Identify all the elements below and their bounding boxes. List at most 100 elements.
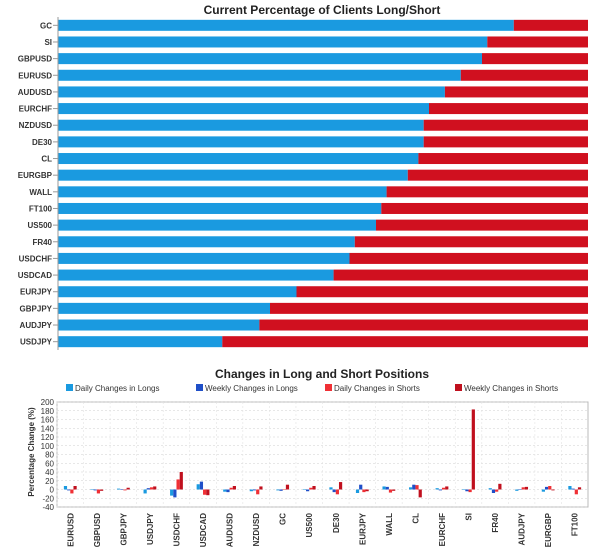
change-bar-eurjpy-1 <box>355 489 360 493</box>
change-bar-gbpjpy-4 <box>126 487 130 490</box>
change-bar-us500-3 <box>309 487 313 490</box>
category-label-si: SI <box>44 38 52 47</box>
x-category-label-de30: DE30 <box>332 512 341 533</box>
change-bar-de30-2 <box>332 489 336 493</box>
category-label-eurusd: EURUSD <box>18 71 52 80</box>
bar-long-eurusd <box>58 69 461 81</box>
y-tick-label: -40 <box>42 503 54 512</box>
change-bar-gbpusd-3 <box>96 489 101 494</box>
change-bar-eurgbp-4 <box>551 489 555 491</box>
change-bar-wall-3 <box>388 489 393 493</box>
bar-long-usdjpy <box>58 336 223 348</box>
category-label-gbpusd: GBPUSD <box>18 55 52 64</box>
bar-long-usdchf <box>58 252 350 264</box>
change-bar-ft100-4 <box>577 487 582 490</box>
bar-short-gbpjpy <box>270 302 588 314</box>
bar-long-eurgbp <box>58 169 408 181</box>
x-category-label-usdcad: USDCAD <box>199 513 208 547</box>
category-label-gc: GC <box>40 21 52 30</box>
change-bar-gc-4 <box>285 484 290 490</box>
x-category-label-us500: US500 <box>305 512 314 537</box>
change-bar-usdcad-3 <box>203 489 207 495</box>
change-bar-wall-4 <box>392 489 396 491</box>
bar-short-de30 <box>423 136 588 148</box>
change-bar-nzdusd-4 <box>259 486 263 490</box>
change-bar-audjpy-1 <box>515 489 519 491</box>
y-axis-label: Percentage Change (%) <box>27 407 36 497</box>
change-bar-gbpjpy-1 <box>116 488 121 490</box>
change-bar-audusd-3 <box>229 487 233 490</box>
category-label-usdjpy: USDJPY <box>20 338 53 347</box>
bar-long-gbpjpy <box>58 302 270 314</box>
y-tick-label: 100 <box>41 442 55 451</box>
y-tick-label: 160 <box>41 416 55 425</box>
bar-long-audusd <box>58 86 445 98</box>
change-bar-usdchf-1 <box>170 489 174 496</box>
bar-long-eurjpy <box>58 286 297 298</box>
x-category-label-usdjpy: USDJPY <box>146 512 155 545</box>
category-label-usdcad: USDCAD <box>18 271 52 280</box>
category-label-gbpjpy: GBPJPY <box>20 304 53 313</box>
x-category-label-wall: WALL <box>385 513 394 536</box>
bar-long-eurchf <box>58 103 429 115</box>
bar-short-ft100 <box>381 202 588 214</box>
legend-swatch-4 <box>455 384 462 391</box>
change-bar-si-1 <box>462 489 466 490</box>
change-bar-eurjpy-3 <box>362 489 366 493</box>
bar-short-fr40 <box>354 236 588 248</box>
category-label-fr40: FR40 <box>32 238 52 247</box>
change-bar-eurchf-3 <box>441 487 446 490</box>
bar-long-gc <box>58 19 514 31</box>
y-tick-label: 40 <box>45 468 54 477</box>
change-bar-eurchf-2 <box>438 489 442 491</box>
bar-short-wall <box>386 186 588 198</box>
bar-short-us500 <box>376 219 588 231</box>
change-bar-cl-1 <box>409 487 413 490</box>
change-bar-nzdusd-2 <box>252 489 257 491</box>
change-bar-usdchf-4 <box>179 472 183 490</box>
x-category-label-nzdusd: NZDUSD <box>252 513 261 547</box>
change-bar-eurchf-4 <box>445 486 449 490</box>
bar-long-cl <box>58 153 419 165</box>
bar-long-de30 <box>58 136 424 148</box>
change-bar-usdjpy-3 <box>149 487 154 490</box>
change-bar-eurgbp-2 <box>544 486 549 490</box>
y-tick-label: -20 <box>42 494 54 503</box>
change-bar-audjpy-3 <box>521 487 525 490</box>
bar-long-us500 <box>58 219 376 231</box>
change-bar-si-3 <box>468 489 472 493</box>
bar-short-eurjpy <box>296 286 588 298</box>
bar-short-gbpusd <box>482 53 588 65</box>
change-bar-de30-3 <box>335 489 339 495</box>
bottom-chart-legend: Daily Changes in Longs Weekly Changes in … <box>66 384 558 393</box>
change-bar-gbpjpy-2 <box>120 489 124 490</box>
change-bar-cl-4 <box>418 489 422 498</box>
bar-long-nzdusd <box>58 119 424 131</box>
change-bar-usdjpy-1 <box>143 489 147 494</box>
change-bar-eurchf-1 <box>435 488 439 490</box>
change-bar-wall-1 <box>382 486 386 490</box>
x-category-label-si: SI <box>465 513 474 521</box>
category-label-cl: CL <box>41 155 52 164</box>
x-category-label-eurgbp: EURGBP <box>544 512 553 547</box>
y-tick-label: 60 <box>45 459 54 468</box>
change-bar-eurusd-2 <box>67 489 71 491</box>
bar-long-wall <box>58 186 387 198</box>
x-category-label-audjpy: AUDJPY <box>518 512 527 545</box>
change-bar-gbpusd-1 <box>90 489 94 490</box>
bar-long-audjpy <box>58 319 260 331</box>
bar-long-fr40 <box>58 236 355 248</box>
legend-swatch-2 <box>196 384 203 391</box>
y-tick-label: 140 <box>41 424 55 433</box>
bar-short-usdcad <box>333 269 588 281</box>
change-bar-si-4 <box>471 409 475 490</box>
change-bar-eurgbp-3 <box>548 486 552 490</box>
bar-long-ft100 <box>58 202 382 214</box>
x-category-label-gbpjpy: GBPJPY <box>119 512 128 545</box>
change-bar-us500-2 <box>306 489 310 492</box>
bar-short-eurchf <box>429 103 588 115</box>
change-bar-gbpusd-2 <box>93 489 97 491</box>
category-label-wall: WALL <box>29 188 52 197</box>
change-bar-audjpy-2 <box>518 489 522 490</box>
category-label-audjpy: AUDJPY <box>20 321 53 330</box>
